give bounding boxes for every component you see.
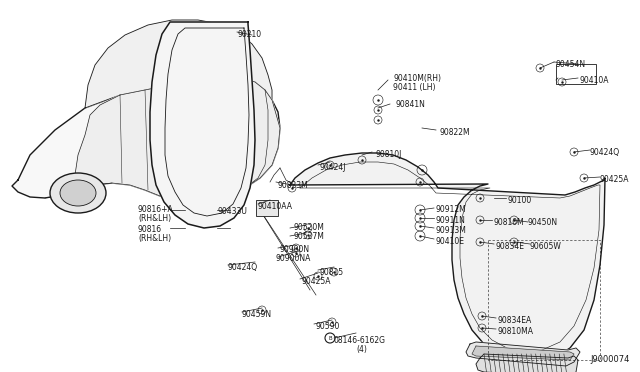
- Polygon shape: [150, 22, 255, 228]
- Polygon shape: [476, 354, 578, 372]
- Polygon shape: [85, 20, 272, 108]
- Text: 90590: 90590: [316, 322, 340, 331]
- Text: 90410M(RH): 90410M(RH): [393, 74, 441, 83]
- Text: 90210: 90210: [237, 30, 261, 39]
- Ellipse shape: [192, 167, 244, 203]
- Text: 90834EA: 90834EA: [498, 316, 532, 325]
- Text: 90834E: 90834E: [496, 242, 525, 251]
- Text: (RH&LH): (RH&LH): [138, 214, 171, 223]
- Polygon shape: [472, 346, 574, 360]
- Polygon shape: [466, 342, 580, 366]
- Text: 90816+A: 90816+A: [138, 205, 173, 214]
- Text: 90100: 90100: [508, 196, 532, 205]
- Bar: [556, 64, 596, 84]
- Text: 90823M: 90823M: [277, 181, 308, 190]
- Text: 90410A: 90410A: [580, 76, 609, 85]
- Text: 90900N: 90900N: [280, 245, 310, 254]
- Text: (RH&LH): (RH&LH): [138, 234, 171, 243]
- Polygon shape: [290, 153, 605, 362]
- Text: 90810MA: 90810MA: [498, 327, 534, 336]
- Text: 90410AA: 90410AA: [258, 202, 293, 211]
- Text: 08146-6162G: 08146-6162G: [334, 336, 386, 345]
- Text: B: B: [328, 336, 332, 340]
- Text: 90822M: 90822M: [440, 128, 470, 137]
- Text: 90913M: 90913M: [436, 226, 467, 235]
- Text: 90520M: 90520M: [294, 223, 325, 232]
- Text: 90410E: 90410E: [436, 237, 465, 246]
- Ellipse shape: [60, 180, 96, 206]
- Text: 90912M: 90912M: [436, 205, 467, 214]
- Text: 90425A: 90425A: [302, 277, 332, 286]
- Text: 90810J: 90810J: [375, 150, 401, 159]
- Text: 90411 (LH): 90411 (LH): [393, 83, 435, 92]
- Text: 90424Q: 90424Q: [228, 263, 258, 272]
- Polygon shape: [75, 76, 280, 202]
- Text: 90459N: 90459N: [242, 310, 272, 319]
- Text: J9000074: J9000074: [590, 355, 629, 364]
- Bar: [256, 200, 278, 216]
- Text: 90815: 90815: [320, 268, 344, 277]
- Text: (4): (4): [356, 345, 367, 354]
- Ellipse shape: [202, 173, 234, 197]
- Text: 90424J: 90424J: [320, 163, 346, 172]
- Ellipse shape: [50, 173, 106, 213]
- Polygon shape: [12, 76, 280, 202]
- Text: 90816: 90816: [138, 225, 162, 234]
- Text: 90900NA: 90900NA: [276, 254, 312, 263]
- Text: 90424Q: 90424Q: [590, 148, 620, 157]
- Text: 90841N: 90841N: [396, 100, 426, 109]
- Text: 90911N: 90911N: [436, 216, 466, 225]
- Text: 90454N: 90454N: [556, 60, 586, 69]
- Text: 90527M: 90527M: [294, 232, 325, 241]
- Text: 90605W: 90605W: [530, 242, 562, 251]
- Text: 90433U: 90433U: [218, 207, 248, 216]
- Text: 90425A: 90425A: [600, 175, 630, 184]
- Text: 90810M: 90810M: [494, 218, 525, 227]
- Text: 90450N: 90450N: [528, 218, 558, 227]
